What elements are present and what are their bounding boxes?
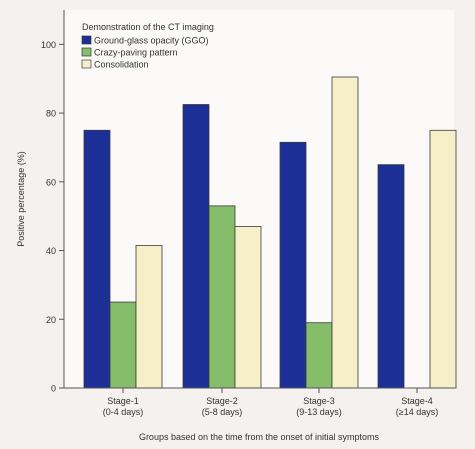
bar-s0-c0 xyxy=(83,129,111,389)
legend-label-0: Ground-glass opacity (GGO) xyxy=(94,36,209,46)
bar-s2-c2 xyxy=(331,76,359,389)
y-tick-label: 60 xyxy=(46,177,56,187)
legend-label-1: Crazy-paving pattern xyxy=(94,48,178,58)
legend-label-2: Consolidation xyxy=(94,60,149,70)
y-tick-label: 0 xyxy=(51,384,56,394)
legend-swatch-1 xyxy=(81,47,92,57)
bar-s2-c0 xyxy=(135,244,163,389)
x-tick-label: Stage-4 xyxy=(401,396,433,406)
x-tick-label: Stage-1 xyxy=(107,396,139,406)
bar-s0-c3 xyxy=(377,164,405,389)
bar-s2-c1 xyxy=(234,226,262,389)
x-tick-label: Stage-3 xyxy=(303,396,335,406)
y-axis-label: Positive percentage (%) xyxy=(16,151,26,247)
legend: Demonstration of the CT imaging Ground-g… xyxy=(81,22,214,70)
legend-swatch-2 xyxy=(81,59,92,69)
bar-s2-c3 xyxy=(429,129,457,389)
x-tick-label: (5-8 days) xyxy=(202,407,243,417)
y-tick-label: 80 xyxy=(46,109,56,119)
x-tick-label: (0-4 days) xyxy=(103,407,144,417)
y-tick-label: 20 xyxy=(46,315,56,325)
x-tick-label: (9-13 days) xyxy=(296,407,342,417)
bar-s1-c0 xyxy=(109,301,137,389)
legend-swatch-0 xyxy=(81,35,92,45)
x-tick-label: Stage-2 xyxy=(206,396,238,406)
bars-group xyxy=(83,76,457,389)
x-axis-label: Groups based on the time from the onset … xyxy=(139,432,380,442)
y-tick-label: 40 xyxy=(46,246,56,256)
bar-s1-c1 xyxy=(208,205,236,389)
y-tick-label: 100 xyxy=(41,40,56,50)
bar-s1-c2 xyxy=(305,322,333,389)
bar-s0-c2 xyxy=(279,141,307,389)
legend-title: Demonstration of the CT imaging xyxy=(82,22,214,32)
axes-group: 0 20 40 60 80 100 Stage-1(0-4 days) Stage-2(5-8… xyxy=(41,10,454,417)
bar-s0-c1 xyxy=(182,104,210,389)
x-tick-label: (≥14 days) xyxy=(396,407,438,417)
